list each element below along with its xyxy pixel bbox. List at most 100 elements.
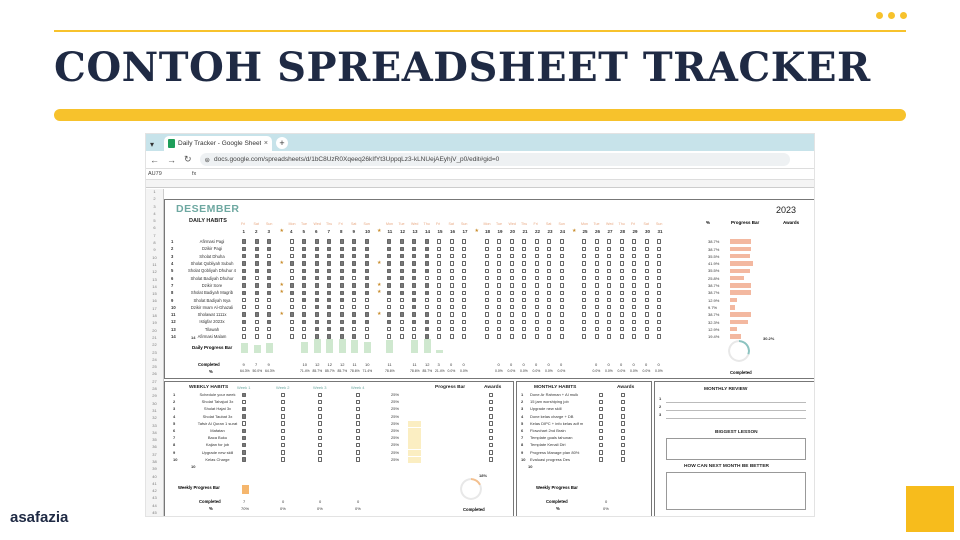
day-checkbox[interactable] [437,254,442,259]
day-checkbox[interactable] [424,283,429,288]
day-checkbox[interactable] [267,290,272,295]
day-checkbox[interactable] [399,297,404,303]
day-checkbox[interactable] [437,283,442,288]
day-checkbox[interactable] [412,319,417,325]
day-checkbox[interactable] [582,305,587,310]
row-number[interactable]: 11 [152,261,157,267]
day-checkbox[interactable] [339,283,344,288]
day-checkbox[interactable] [327,305,332,310]
day-checkbox[interactable] [449,275,454,281]
habit-name[interactable]: Dzikir Pagi [201,246,222,252]
day-checkbox[interactable] [449,334,454,339]
day-checkbox[interactable] [327,319,332,325]
day-checkbox[interactable] [254,319,259,325]
day-checkbox[interactable] [657,283,662,288]
day-checkbox[interactable] [314,290,319,295]
day-checkbox[interactable] [632,268,637,273]
monthly-award-checkbox[interactable] [621,443,626,448]
day-checkbox[interactable] [582,334,587,339]
day-checkbox[interactable] [582,290,587,295]
weekly-habit-name[interactable]: Upgrade new skill [201,449,234,455]
day-checkbox[interactable] [364,297,369,303]
day-checkbox[interactable] [462,254,467,259]
day-checkbox[interactable] [387,275,392,281]
row-number[interactable]: 7 [153,232,156,238]
day-checkbox[interactable] [547,239,552,244]
day-checkbox[interactable] [594,283,599,288]
day-checkbox[interactable] [339,305,344,310]
day-checkbox[interactable] [242,254,247,259]
row-number[interactable]: 27 [152,378,157,384]
day-checkbox[interactable] [484,319,489,325]
week-checkbox[interactable] [318,414,323,419]
row-number[interactable]: 12 [152,269,157,275]
biggest-lesson-box[interactable] [666,438,806,460]
day-checkbox[interactable] [437,275,442,281]
day-checkbox[interactable] [352,319,357,325]
day-checkbox[interactable] [412,283,417,288]
day-checkbox[interactable] [364,312,369,317]
day-checkbox[interactable] [484,312,489,317]
week-checkbox[interactable] [318,421,323,426]
day-checkbox[interactable] [314,319,319,325]
day-checkbox[interactable] [302,268,307,273]
day-checkbox[interactable] [352,246,357,252]
monthly-checkbox[interactable] [599,392,604,397]
day-checkbox[interactable] [522,283,527,288]
day-checkbox[interactable] [449,290,454,295]
day-checkbox[interactable] [387,261,392,266]
week-checkbox[interactable] [356,435,361,441]
day-checkbox[interactable] [632,312,637,317]
day-checkbox[interactable] [497,261,502,266]
day-checkbox[interactable] [424,305,429,310]
row-number[interactable]: 9 [153,247,156,253]
day-checkbox[interactable] [534,319,539,325]
day-checkbox[interactable] [327,327,332,332]
day-checkbox[interactable] [364,319,369,325]
monthly-checkbox[interactable] [599,435,604,441]
day-checkbox[interactable] [547,261,552,266]
week-checkbox[interactable] [356,443,361,448]
day-checkbox[interactable] [437,312,442,317]
day-checkbox[interactable] [399,261,404,266]
day-checkbox[interactable] [327,246,332,252]
habit-name[interactable]: Sholat Qobliyah Dhuhur 4 [188,268,236,274]
week-checkbox[interactable] [318,407,323,412]
day-checkbox[interactable] [399,246,404,252]
day-checkbox[interactable] [254,297,259,303]
week-checkbox[interactable] [242,428,247,433]
week-checkbox[interactable] [242,450,247,455]
day-checkbox[interactable] [594,327,599,332]
day-checkbox[interactable] [449,268,454,273]
day-checkbox[interactable] [289,254,294,259]
week-checkbox[interactable] [356,421,361,426]
day-checkbox[interactable] [314,312,319,317]
day-checkbox[interactable] [497,327,502,332]
day-checkbox[interactable] [399,254,404,259]
day-checkbox[interactable] [254,246,259,252]
day-checkbox[interactable] [437,297,442,303]
day-checkbox[interactable] [607,290,612,295]
new-tab-button[interactable]: + [276,137,288,149]
day-checkbox[interactable] [352,297,357,303]
day-checkbox[interactable] [484,334,489,339]
weekly-award-checkbox[interactable] [489,407,494,412]
day-checkbox[interactable] [242,327,247,332]
row-number[interactable]: 35 [152,437,157,443]
day-checkbox[interactable] [302,261,307,266]
day-checkbox[interactable] [242,239,247,244]
week-checkbox[interactable] [318,457,323,462]
day-checkbox[interactable] [632,290,637,295]
day-checkbox[interactable] [399,334,404,339]
day-checkbox[interactable] [619,239,624,244]
day-checkbox[interactable] [497,246,502,252]
week-checkbox[interactable] [281,407,286,412]
day-checkbox[interactable] [619,254,624,259]
day-checkbox[interactable] [302,290,307,295]
day-checkbox[interactable] [327,275,332,281]
day-checkbox[interactable] [559,297,564,303]
day-checkbox[interactable] [399,319,404,325]
day-checkbox[interactable] [619,275,624,281]
day-checkbox[interactable] [644,261,649,266]
day-checkbox[interactable] [534,305,539,310]
